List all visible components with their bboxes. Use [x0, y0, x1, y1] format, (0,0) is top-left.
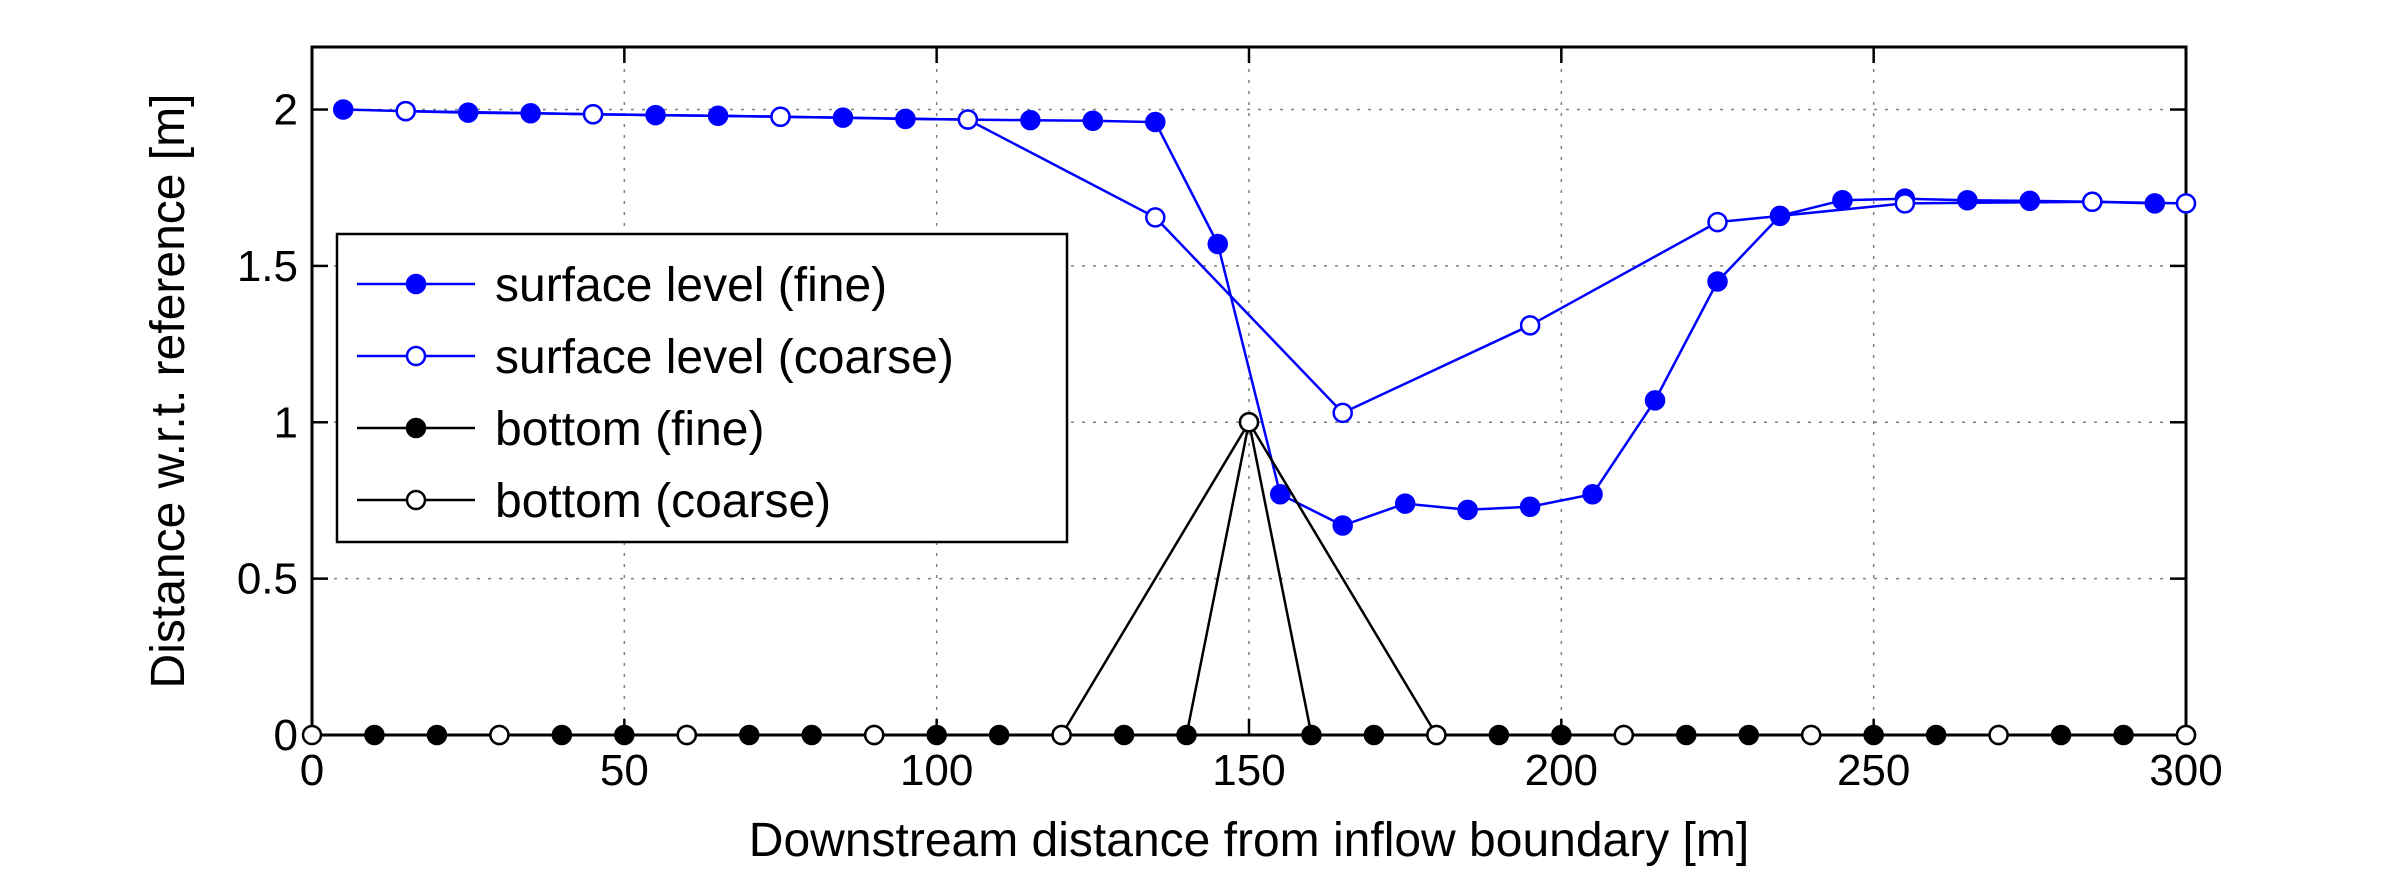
axis-ticks: 0 50 100 150 200 250 300 0 0.5 1 1.5 2	[237, 47, 2223, 795]
y-tick-label: 2	[274, 86, 298, 135]
data-point	[2019, 190, 2041, 212]
data-point	[1145, 111, 1166, 133]
data-point	[332, 99, 354, 120]
legend-items: surface level (fine) surface level (coars…	[357, 259, 954, 528]
legend-item: bottom (coarse)	[357, 475, 831, 528]
y-tick-label: 1	[274, 398, 298, 447]
data-point	[1238, 412, 1260, 433]
data-point	[1207, 233, 1229, 255]
y-tick-label: 1.5	[237, 242, 298, 291]
data-point	[863, 724, 885, 746]
legend-marker	[405, 273, 427, 295]
x-axis-label: Downstream distance from inflow boundary…	[749, 814, 1749, 867]
legend-item: surface level (fine)	[357, 259, 887, 312]
data-point	[1301, 724, 1322, 746]
data-point	[1020, 109, 1041, 131]
data-point	[1457, 499, 1478, 521]
data-point	[2175, 724, 2197, 746]
y-tick-label: 0.5	[237, 555, 298, 604]
data-point	[301, 724, 323, 746]
legend-item: bottom (fine)	[357, 403, 764, 456]
data-point	[1800, 724, 1822, 746]
data-point	[1363, 724, 1385, 746]
data-point	[1082, 110, 1104, 132]
data-point	[1957, 189, 1978, 211]
legend-marker	[405, 417, 427, 439]
data-point	[1613, 724, 1635, 746]
series-4	[301, 412, 2197, 746]
data-point	[1832, 189, 1853, 211]
data-point	[1113, 724, 1135, 746]
x-tick-label: 200	[1525, 746, 1598, 795]
data-point	[957, 109, 979, 130]
data-point	[489, 724, 510, 746]
data-point	[2082, 191, 2103, 213]
data-point	[1051, 724, 1072, 746]
series-layer	[301, 99, 2197, 746]
data-point	[1519, 496, 1541, 517]
data-point	[1176, 724, 1197, 746]
data-point	[1519, 315, 1541, 336]
x-tick-label: 300	[2149, 746, 2222, 795]
data-point	[1644, 390, 1666, 411]
data-point	[2175, 193, 2197, 214]
data-point	[770, 106, 791, 127]
legend-marker	[405, 489, 427, 511]
legend-label: bottom (fine)	[495, 403, 764, 456]
y-axis-label: Distance w.r.t. reference [m]	[142, 94, 195, 689]
data-point	[676, 724, 698, 746]
legend-marker	[405, 345, 427, 367]
data-point	[1332, 402, 1353, 424]
data-point	[1894, 193, 1916, 214]
x-tick-label: 250	[1837, 746, 1910, 795]
x-tick-label: 50	[600, 746, 649, 795]
legend-box	[335, 232, 1069, 544]
legend-label: bottom (coarse)	[495, 475, 831, 528]
data-point	[582, 103, 604, 125]
data-point	[1582, 483, 1603, 505]
legend-item: surface level (coarse)	[357, 331, 954, 384]
x-tick-label: 0	[300, 746, 324, 795]
legend-label: surface level (coarse)	[495, 331, 954, 384]
data-point	[1988, 724, 2009, 746]
legend: surface level (fine) surface level (coars…	[335, 232, 1069, 544]
series-2	[395, 100, 2197, 424]
data-point	[1145, 207, 1166, 228]
data-point	[395, 100, 416, 122]
data-point	[1707, 271, 1728, 292]
data-point	[1269, 483, 1291, 505]
data-point	[1707, 211, 1728, 233]
legend-label: surface level (fine)	[495, 259, 887, 312]
x-tick-label: 100	[900, 746, 973, 795]
data-point	[1394, 493, 1416, 514]
y-tick-label: 0	[274, 711, 298, 760]
data-point	[1332, 515, 1353, 536]
x-tick-label: 150	[1212, 746, 1285, 795]
data-point	[1426, 724, 1447, 746]
